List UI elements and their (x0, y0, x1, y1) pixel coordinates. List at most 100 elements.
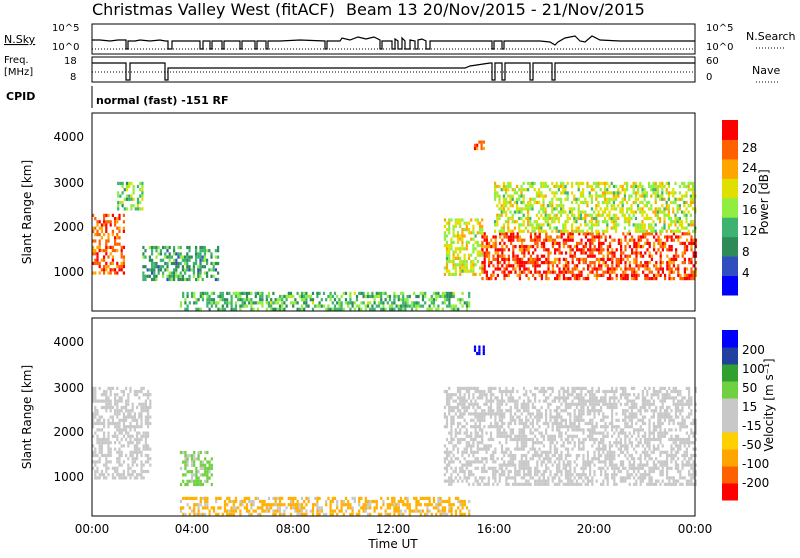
heatmap-cell (690, 201, 692, 204)
heatmap-cell (497, 403, 499, 406)
heatmap-cell (222, 292, 224, 295)
heatmap-cell (200, 483, 202, 486)
heatmap-cell (501, 230, 503, 233)
heatmap-cell (99, 444, 101, 447)
heatmap-cell (166, 262, 168, 265)
heatmap-cell (259, 500, 261, 503)
heatmap-cell (139, 207, 141, 210)
heatmap-cell (534, 416, 536, 419)
heatmap-cell (510, 422, 512, 425)
heatmap-cell (521, 248, 523, 251)
heatmap-cell (103, 406, 105, 409)
heatmap-cell (99, 246, 101, 249)
heatmap-cell (586, 201, 588, 204)
heatmap-cell (527, 201, 529, 204)
heatmap-cell (600, 274, 602, 277)
heatmap-cell (182, 256, 184, 259)
heatmap-cell (615, 438, 617, 441)
heatmap-cell (521, 448, 523, 451)
heatmap-cell (534, 235, 536, 238)
heatmap-cell (376, 500, 378, 503)
heatmap-cell (330, 295, 332, 298)
heatmap-cell (133, 191, 135, 194)
heatmap-cell (671, 235, 673, 238)
heatmap-cell (587, 480, 589, 483)
heatmap-cell (556, 230, 558, 233)
heatmap-cell (620, 403, 622, 406)
heatmap-cell (233, 510, 235, 513)
heatmap-cell (235, 510, 237, 513)
heatmap-cell (492, 473, 494, 476)
heatmap-cell (457, 241, 459, 244)
heatmap-cell (624, 198, 626, 201)
heatmap-cell (134, 444, 136, 447)
heatmap-cell (371, 500, 373, 503)
heatmap-cell (657, 185, 659, 188)
heatmap-cell (536, 239, 538, 242)
heatmap-cell (525, 480, 527, 483)
heatmap-cell (497, 470, 499, 473)
heatmap-cell (649, 267, 651, 270)
heatmap-cell (121, 438, 123, 441)
heatmap-cell (510, 406, 512, 409)
heatmap-cell (547, 454, 549, 457)
heatmap-cell (215, 262, 217, 265)
heatmap-cell (644, 242, 646, 245)
heatmap-cell (567, 441, 569, 444)
heatmap-cell (574, 255, 576, 258)
heatmap-cell (560, 432, 562, 435)
heatmap-cell (525, 460, 527, 463)
heatmap-cell (490, 406, 492, 409)
heatmap-cell (587, 264, 589, 267)
heatmap-cell (455, 510, 457, 513)
heatmap-cell (523, 245, 525, 248)
heatmap-cell (424, 497, 426, 500)
heatmap-cell (478, 346, 480, 349)
heatmap-cell (499, 242, 501, 245)
heatmap-cell (670, 220, 672, 223)
heatmap-cell (466, 222, 468, 225)
heatmap-cell (589, 480, 591, 483)
heatmap-cell (525, 483, 527, 486)
heatmap-cell (204, 457, 206, 460)
heatmap-cell (341, 506, 343, 509)
heatmap-cell (94, 409, 96, 412)
nave-tick-low: 0 (706, 72, 712, 83)
heatmap-cell (125, 454, 127, 457)
heatmap-cell (663, 220, 665, 223)
heatmap-cell (396, 295, 398, 298)
colorbar-segment (722, 276, 738, 296)
heatmap-cell (604, 473, 606, 476)
heatmap-cell (563, 239, 565, 242)
heatmap-cell (604, 403, 606, 406)
heatmap-cell (461, 231, 463, 234)
heatmap-cell (613, 251, 615, 254)
heatmap-cell (314, 497, 316, 500)
heatmap-cell (442, 308, 444, 311)
heatmap-cell (560, 470, 562, 473)
heatmap-cell (541, 416, 543, 419)
heatmap-cell (611, 422, 613, 425)
heatmap-cell (538, 223, 540, 226)
heatmap-cell (609, 267, 611, 270)
heatmap-cell (226, 301, 228, 304)
heatmap-cell (442, 500, 444, 503)
heatmap-cell (363, 301, 365, 304)
heatmap-cell (602, 195, 604, 198)
heatmap-cell (448, 396, 450, 399)
heatmap-cell (558, 422, 560, 425)
heatmap-cell (413, 301, 415, 304)
heatmap-cell (688, 242, 690, 245)
heatmap-cell (589, 470, 591, 473)
heatmap-cell (520, 188, 522, 191)
heatmap-cell (626, 185, 628, 188)
heatmap-cell (197, 268, 199, 271)
heatmap-cell (580, 251, 582, 254)
heatmap-cell (501, 473, 503, 476)
heatmap-cell (589, 242, 591, 245)
heatmap-cell (446, 425, 448, 428)
heatmap-cell (611, 182, 613, 185)
heatmap-cell (367, 292, 369, 295)
heatmap-cell (666, 267, 668, 270)
heatmap-cell (497, 258, 499, 261)
